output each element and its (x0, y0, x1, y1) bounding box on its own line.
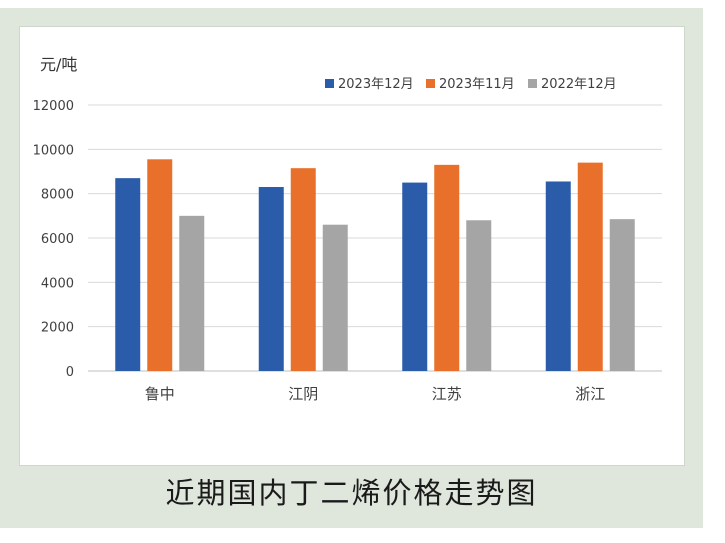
bar-1-2 (258, 187, 284, 371)
bar-1-1 (115, 178, 141, 371)
legend-label: 2023年11月 (439, 77, 515, 92)
figure-frame: 元/吨 0 2000 4000 6000 8000 10000 12000 鲁中 江阴 江苏 浙江… (0, 8, 703, 528)
legend-swatch (528, 79, 537, 88)
bar-2-3 (434, 164, 460, 371)
bar-3-4 (609, 219, 635, 371)
bars (115, 159, 635, 371)
legend-swatch (426, 79, 435, 88)
bar-2-2 (290, 168, 316, 371)
legend: 2023年12月 2023年11月 2022年12月 (325, 77, 617, 92)
chart-panel: 元/吨 0 2000 4000 6000 8000 10000 12000 鲁中 江阴 江苏 浙江… (19, 26, 685, 466)
y-tick-label: 0 (66, 365, 74, 380)
gridlines (88, 104, 662, 372)
x-tick-label: 鲁中 (145, 385, 175, 403)
bar-1-3 (402, 182, 428, 371)
bar-3-1 (179, 215, 205, 371)
y-axis-label: 元/吨 (40, 55, 77, 74)
y-tick-labels: 0 2000 4000 6000 8000 10000 12000 (33, 99, 74, 380)
legend-label: 2022年12月 (541, 77, 617, 92)
bar-chart: 元/吨 0 2000 4000 6000 8000 10000 12000 鲁中 江阴 江苏 浙江… (33, 55, 662, 403)
bar-2-4 (577, 162, 603, 371)
figure-caption: 近期国内丁二烯价格走势图 (165, 476, 538, 510)
y-tick-label: 12000 (33, 99, 74, 114)
x-tick-label: 江阴 (288, 385, 318, 403)
legend-label: 2023年12月 (338, 77, 414, 92)
x-tick-labels: 鲁中 江阴 江苏 浙江 (145, 385, 606, 403)
bar-3-2 (322, 224, 348, 371)
bar-2-1 (147, 159, 173, 371)
legend-swatch (325, 79, 334, 88)
bar-1-4 (545, 181, 571, 371)
y-tick-label: 8000 (41, 188, 74, 203)
y-tick-label: 10000 (33, 143, 74, 158)
y-tick-label: 4000 (41, 276, 74, 291)
x-tick-label: 浙江 (575, 385, 605, 403)
bar-3-3 (466, 220, 492, 371)
x-tick-label: 江苏 (432, 385, 462, 403)
y-tick-label: 6000 (41, 232, 74, 247)
y-tick-label: 2000 (41, 321, 74, 336)
